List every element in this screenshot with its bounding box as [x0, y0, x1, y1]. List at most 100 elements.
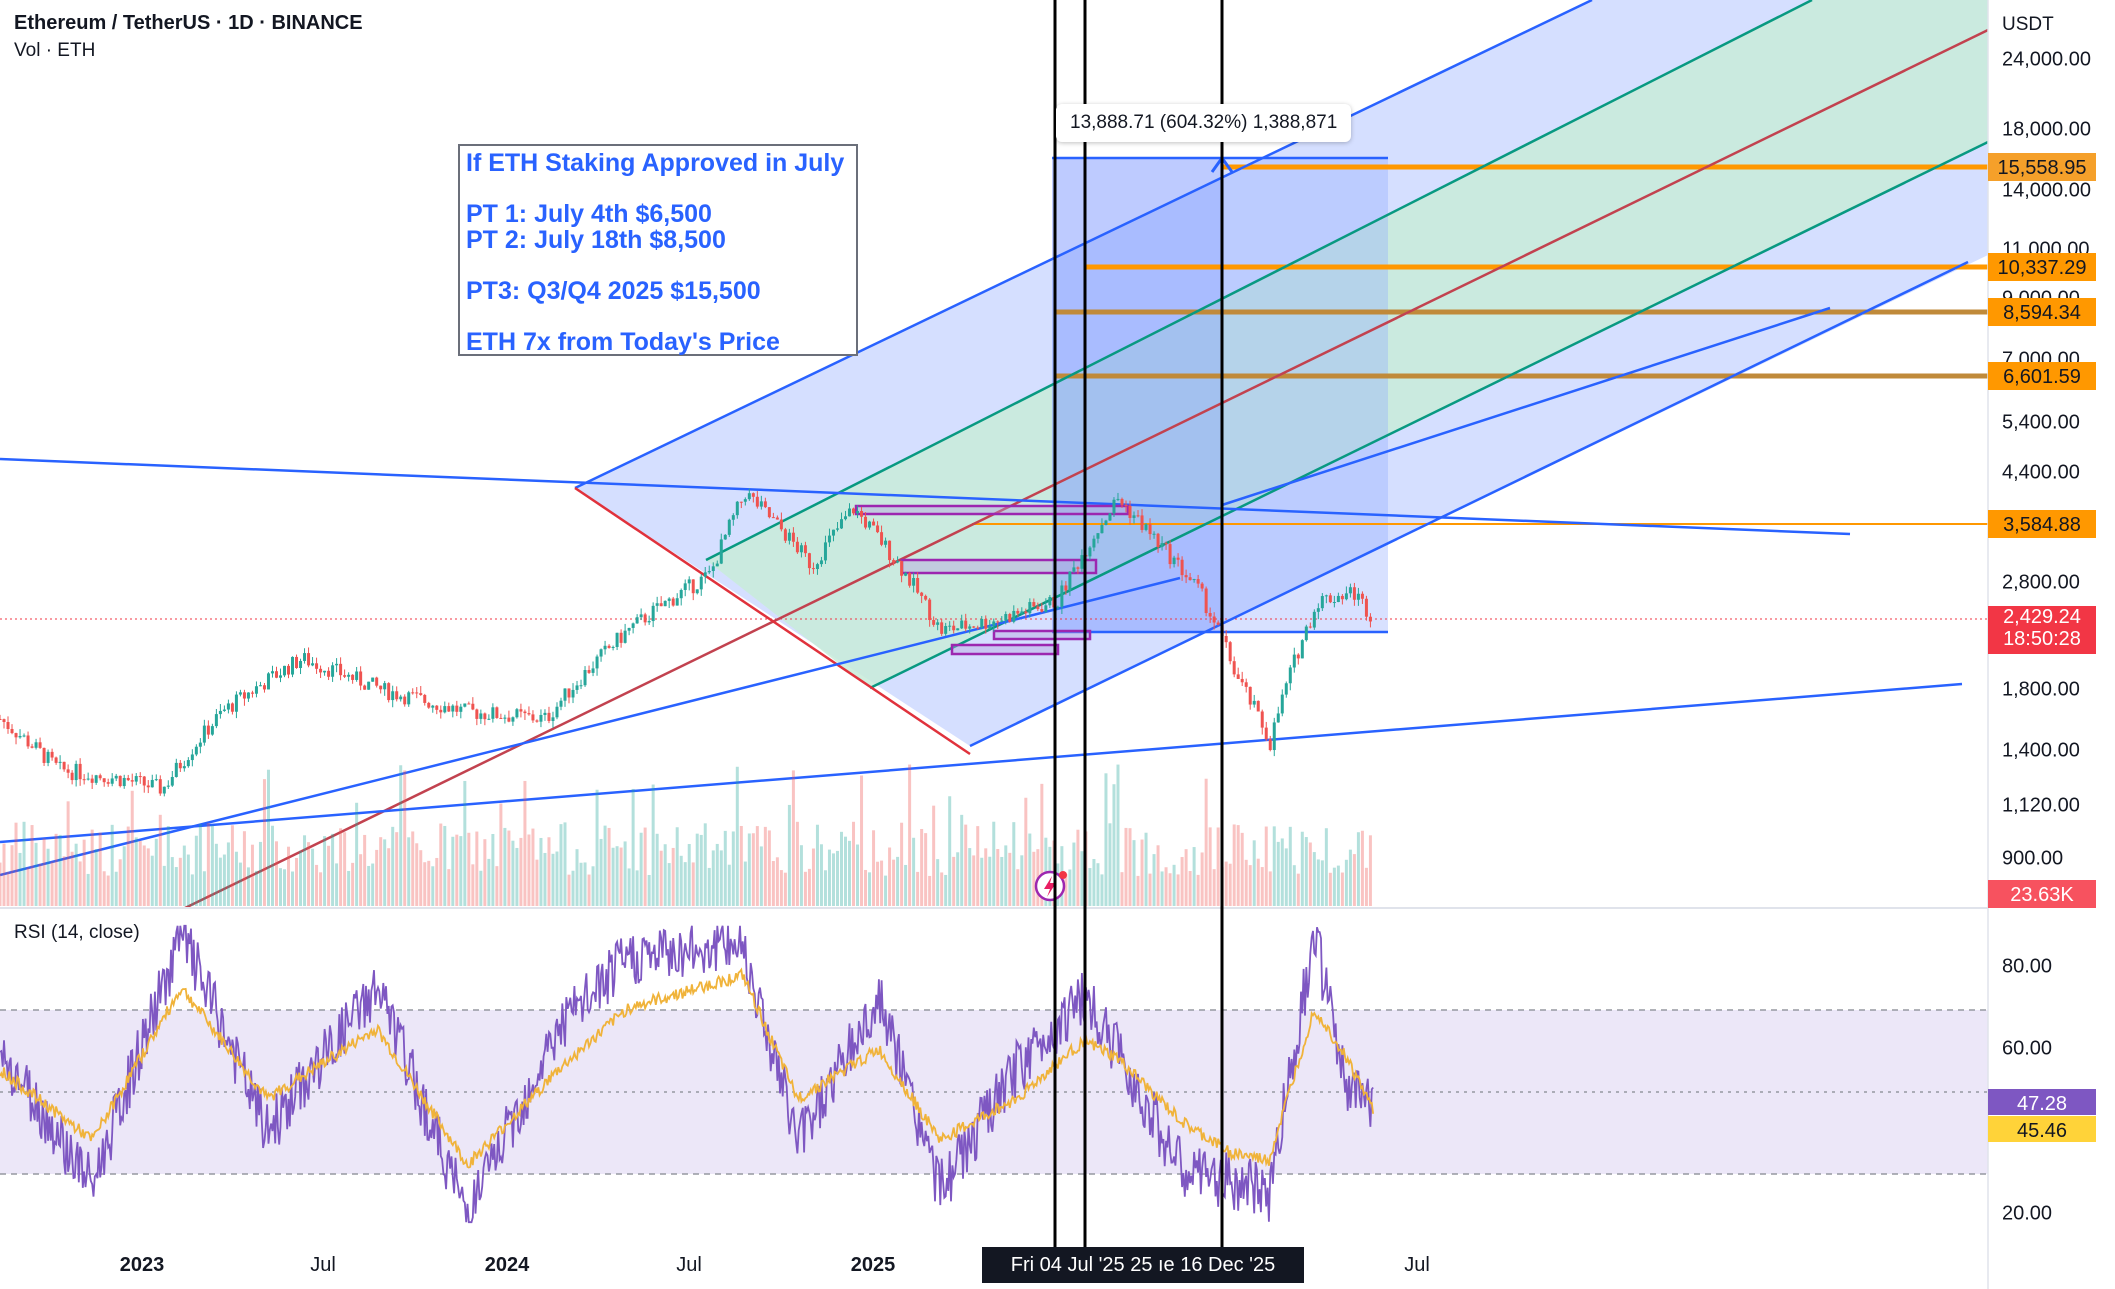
candle-body [1064, 585, 1068, 591]
candle-body [319, 668, 323, 673]
volume-bar [483, 839, 487, 906]
candle-body [499, 717, 503, 719]
volume-bar [936, 859, 940, 906]
candle-body [667, 598, 671, 601]
candle-body [459, 706, 463, 712]
rsi-tick-label: 20.00 [2002, 1202, 2053, 1225]
candle-body [479, 713, 483, 719]
candle-body [234, 694, 238, 712]
note-line-1: If ETH Staking Approved in July [466, 149, 845, 177]
volume-bar [1224, 861, 1228, 906]
volume-bar [1128, 828, 1132, 906]
volume-bar [783, 872, 787, 906]
price-tick-label: 5,400.00 [2002, 411, 2080, 434]
volume-bar [759, 846, 763, 906]
candle-body [567, 688, 571, 698]
volume-bar [2, 843, 6, 906]
volume-bar [1288, 826, 1292, 906]
volume-bar [952, 856, 956, 906]
rsi-tick-label: 60.00 [2002, 1037, 2053, 1060]
volume-bar [463, 780, 467, 906]
measure-tooltip: 13,888.71 (604.32%) 1,388,871 [1056, 104, 1352, 142]
candle-body [391, 691, 395, 701]
candle-body [912, 578, 916, 586]
volume-bar [194, 835, 198, 906]
volume-bar [695, 833, 699, 906]
candle-body [1008, 614, 1012, 622]
currency-label[interactable]: USDT [2002, 14, 2054, 35]
candle-body [94, 775, 98, 783]
candle-body [1340, 595, 1344, 600]
candle-body [775, 517, 779, 520]
volume-bar [1196, 874, 1200, 906]
candle-body [1136, 515, 1140, 517]
candle-body [226, 703, 230, 710]
candle-body [1268, 739, 1272, 751]
candle-body [1196, 579, 1200, 584]
volume-bar [1092, 858, 1096, 906]
candle-body [38, 742, 42, 748]
rsi-pane[interactable] [0, 924, 1988, 1224]
candle-body [579, 685, 583, 687]
candle-body [347, 674, 351, 677]
candle-body [920, 592, 924, 596]
price-pane[interactable] [0, 0, 1989, 910]
volume-indicator-label[interactable]: Vol · ETH [14, 40, 96, 61]
candle-body [563, 688, 567, 701]
candle-body [783, 529, 787, 541]
volume-bar [142, 845, 146, 906]
candle-body [1248, 686, 1252, 705]
volume-bar [856, 844, 860, 906]
candle-body [1288, 667, 1292, 684]
candle-body [1224, 635, 1228, 643]
volume-bar [787, 804, 791, 906]
candle-body [787, 532, 791, 541]
volume-bar [1292, 865, 1296, 906]
volume-bar [639, 832, 643, 906]
candle-body [1024, 611, 1028, 614]
candle-body [58, 761, 62, 763]
volume-bar [214, 843, 218, 906]
candle-body [407, 692, 411, 705]
volume-bar [968, 848, 972, 906]
candle-body [1272, 722, 1276, 751]
volume-bar [880, 860, 884, 906]
candle-body [1120, 498, 1124, 505]
candle-body [455, 705, 459, 712]
candle-body [427, 702, 431, 708]
candle-body [1116, 498, 1120, 500]
volume-bar [419, 850, 423, 906]
symbol-title[interactable]: Ethereum / TetherUS · 1D · BINANCE [14, 12, 363, 34]
volume-bar [868, 872, 872, 906]
price-target-note[interactable]: If ETH Staking Approved in July PT 1: Ju… [458, 144, 858, 356]
volume-bar [1124, 827, 1128, 906]
volume-bar [158, 814, 162, 906]
volume-bar [1140, 839, 1144, 906]
candle-body [1352, 587, 1356, 600]
volume-bar [667, 863, 671, 906]
candle-body [759, 501, 763, 507]
candle-body [158, 779, 162, 794]
volume-bar [283, 869, 287, 906]
price-tick-label: 1,120.00 [2002, 794, 2080, 817]
volume-bar [78, 861, 82, 906]
volume-bar [1108, 823, 1112, 906]
rsi-indicator-label[interactable]: RSI (14, close) [14, 922, 140, 943]
volume-bar [1096, 863, 1100, 906]
candle-body [6, 722, 10, 729]
candle-body [1080, 555, 1084, 569]
volume-bar [507, 830, 511, 906]
candle-body [463, 703, 467, 707]
candle-body [138, 776, 142, 778]
candle-body [539, 714, 543, 722]
volume-bar [110, 824, 114, 906]
volume-bar [1008, 852, 1012, 906]
candle-body [1056, 606, 1060, 608]
volume-bar [1240, 832, 1244, 906]
candle-body [731, 515, 735, 520]
candle-body [779, 519, 783, 530]
candle-body [864, 516, 868, 528]
x-tick-jul-2025: Jul [1404, 1254, 1430, 1276]
candle-body [1256, 700, 1260, 712]
